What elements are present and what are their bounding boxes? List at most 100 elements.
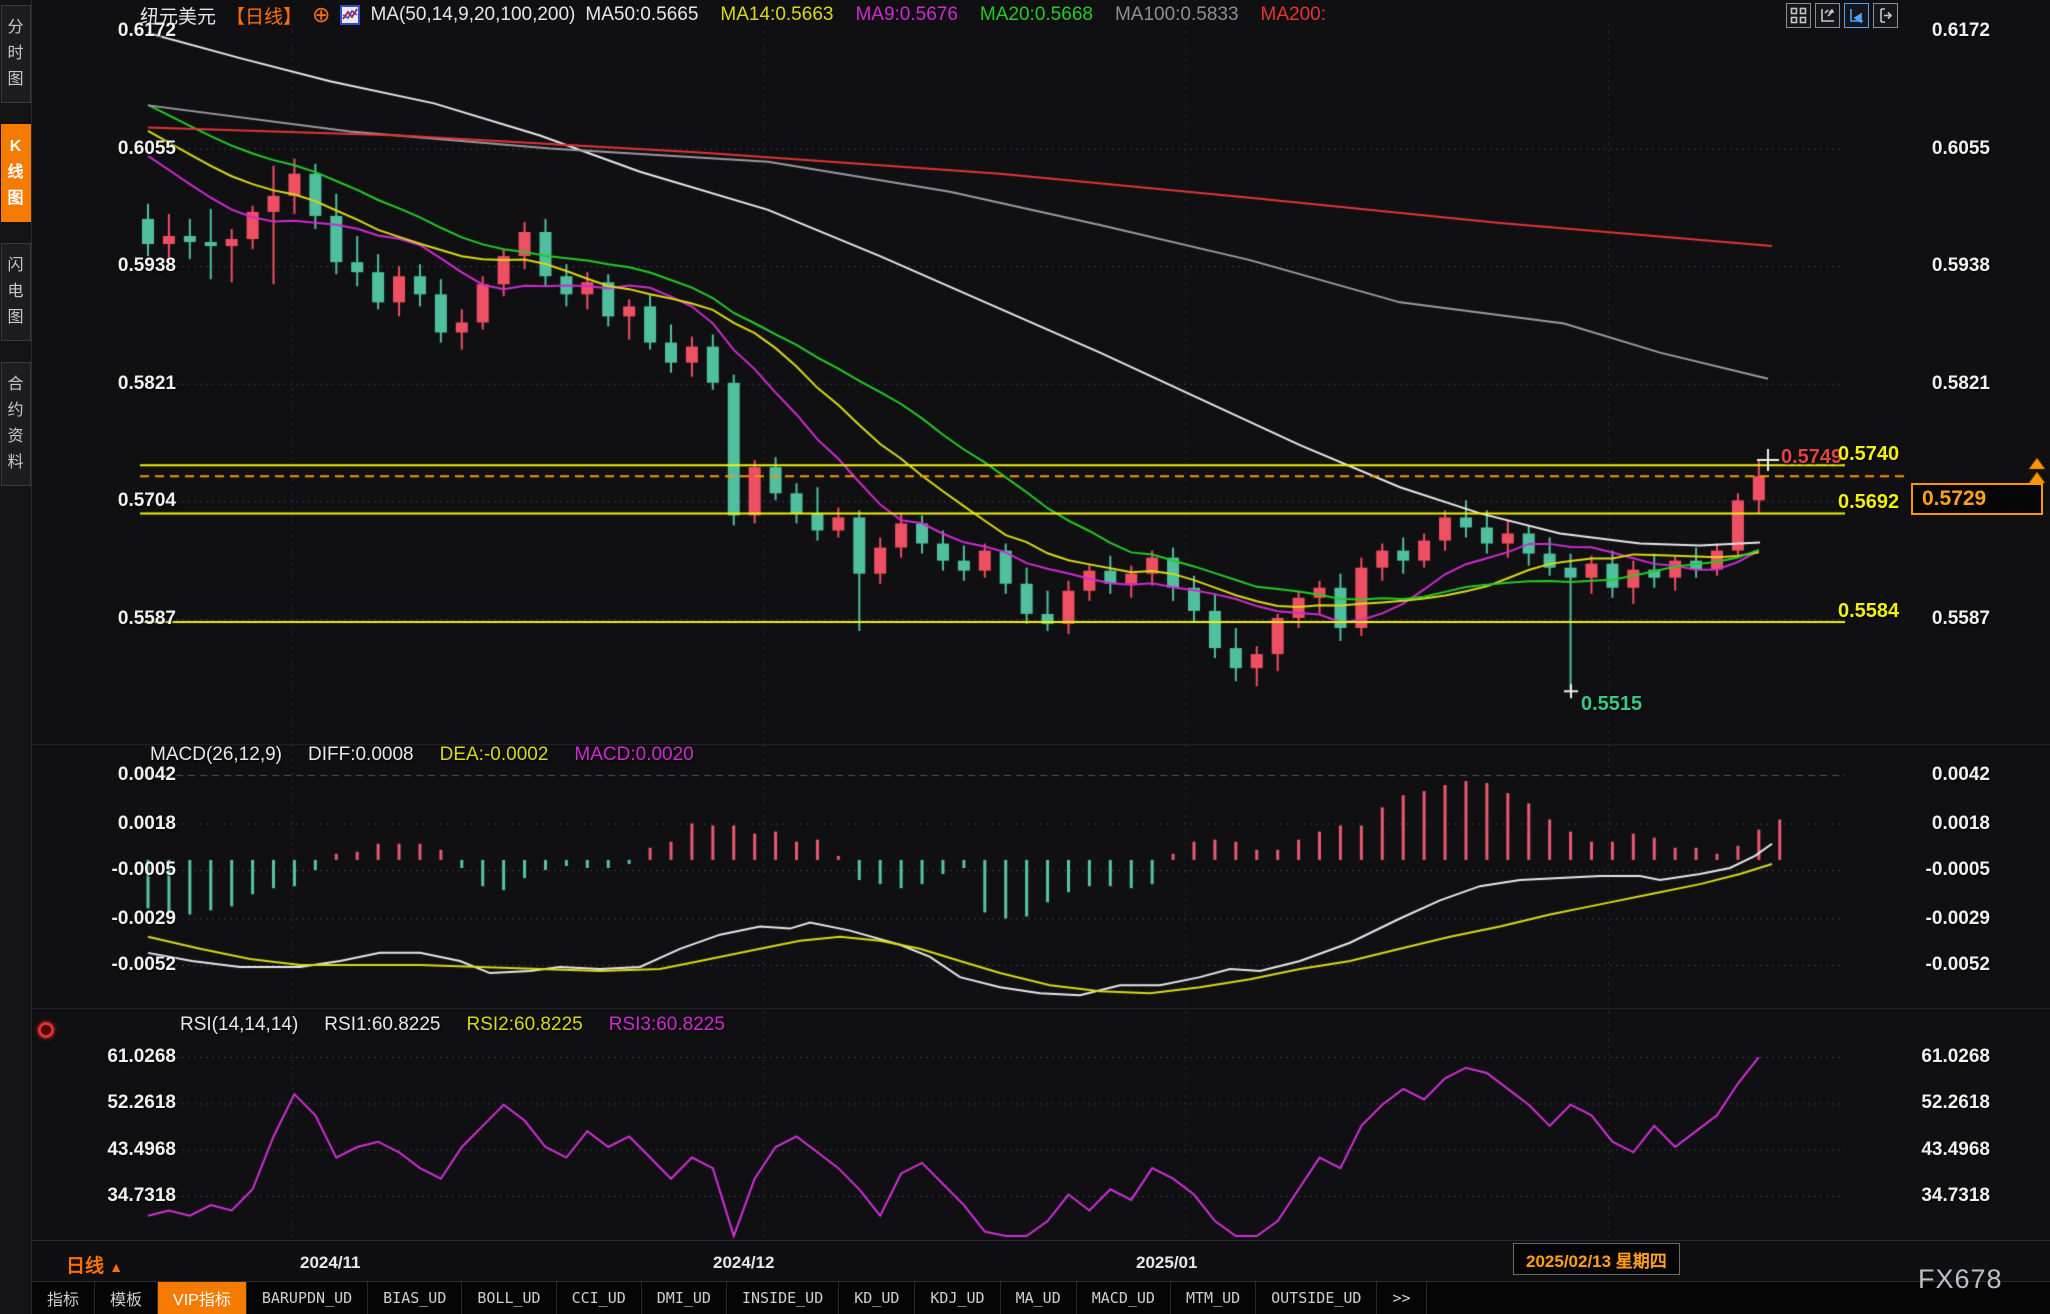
rsi-series-label: RSI1:60.8225 (324, 1014, 441, 1035)
date-label: 2025/01 (1136, 1253, 1198, 1272)
date-label: 2024/12 (713, 1253, 775, 1272)
ma-value-label: MA200: (1260, 4, 1327, 25)
price-axis-label-right: 0.6055 (1931, 137, 1990, 159)
period-dropdown-button[interactable]: 日线 ▲ (66, 1251, 123, 1278)
record-dot-icon (38, 1022, 54, 1038)
auto-scale-icon[interactable] (1844, 3, 1869, 28)
price-line-label: 0.5584 (1838, 599, 1900, 622)
macd-title: MACD(26,12,9) (150, 744, 282, 765)
macd-axis-label-left: 0.0018 (117, 812, 176, 834)
price-axis-label-right: 0.6172 (1931, 20, 1990, 41)
macd-series-label: DEA:-0.0002 (439, 744, 549, 765)
price-axis-label-left: 0.6172 (117, 20, 176, 41)
macd-series-label: MACD:0.0020 (574, 744, 694, 765)
toolbar-item-KDJ_UD[interactable]: KDJ_UD (915, 1282, 1001, 1314)
price-line-label: 0.5740 (1838, 443, 1900, 466)
macd-axis-label-left: -0.0029 (111, 907, 176, 929)
ma-value-label: MA14:0.5663 (720, 4, 834, 25)
ma-group-label: MA(50,14,9,20,100,200) (370, 4, 576, 25)
toolbar-item-BIAS_UD[interactable]: BIAS_UD (368, 1282, 463, 1314)
rsi-axis-label-right: 43.4968 (1921, 1138, 1990, 1160)
ma-value-label: MA20:0.5668 (979, 4, 1093, 25)
high-price-label: 0.5749 (1781, 446, 1843, 469)
rsi-axis-label-right: 52.2618 (1921, 1092, 1990, 1114)
ma-values: MA50:0.5665 MA14:0.5663 MA9:0.5676 MA20:0.5… (585, 4, 1326, 26)
rsi-series-values: RSI1:60.8225 RSI2:60.8225 RSI3:60.8225 (324, 1014, 725, 1036)
price-axis-label-left: 0.5587 (117, 607, 176, 629)
rsi-axis-label-left: 43.4968 (107, 1138, 176, 1160)
chart-layout-buttons (1786, 3, 1898, 28)
watermark: FX678 (1918, 1264, 2003, 1294)
rsi-axis-label-left: 52.2618 (107, 1092, 176, 1114)
grid-layout-icon[interactable] (1786, 3, 1811, 28)
toolbar-item-MA_UD[interactable]: MA_UD (1001, 1282, 1077, 1314)
macd-axis-label-right: -0.0005 (1925, 858, 1990, 880)
toolbar-item-CCI_UD[interactable]: CCI_UD (557, 1282, 642, 1314)
price-axis-label-right: 0.5938 (1931, 255, 1990, 277)
macd-series-values: DIFF:0.0008 DEA:-0.0002 MACD:0.0020 (308, 744, 694, 766)
add-compare-icon[interactable]: ⊕ (312, 2, 331, 27)
current-date-box: 2025/02/13 星期四 (1513, 1243, 1680, 1275)
price-line-label: 0.5692 (1838, 491, 1900, 514)
sidebar-item-分时图[interactable]: 分 时 图 (0, 5, 31, 103)
ma-value-label: MA9:0.5676 (855, 4, 958, 25)
toolbar-item-INSIDE_UD[interactable]: INSIDE_UD (727, 1282, 840, 1314)
period-tag[interactable]: 【日线】 (226, 6, 303, 28)
rsi-title: RSI(14,14,14) (180, 1014, 299, 1035)
toolbar-item-KD_UD[interactable]: KD_UD (839, 1282, 916, 1314)
macd-axis-label-right: -0.0052 (1925, 953, 1990, 975)
chart-header: 纽元美元 【日线】 ⊕ MA(50,14,9,20,100,200) MA50:… (140, 2, 1326, 28)
macd-axis-label-right: -0.0029 (1925, 907, 1990, 929)
toolbar-item-DMI_UD[interactable]: DMI_UD (642, 1282, 727, 1314)
rsi-series-label: RSI2:60.8225 (466, 1014, 583, 1035)
rsi-panel-title: RSI(14,14,14) RSI1:60.8225 RSI2:60.8225 RS… (180, 1014, 725, 1036)
indicator-toolbar: 指标 模板 VIP指标 BARUPDN_UD BIAS_UD BOLL_UD CCI_UD D… (32, 1282, 2050, 1314)
toolbar-item-BARUPDN_UD[interactable]: BARUPDN_UD (247, 1282, 369, 1314)
pan-right-icon[interactable] (1873, 3, 1898, 28)
toolbar-item-BOLL_UD[interactable]: BOLL_UD (462, 1282, 557, 1314)
macd-axis-label-left: -0.0005 (111, 858, 176, 880)
toolbar-item-模板[interactable]: 模板 (95, 1282, 159, 1314)
toolbar-item-OUTSIDE_UD[interactable]: OUTSIDE_UD (1256, 1282, 1378, 1314)
macd-axis-label-right: 0.0042 (1931, 764, 1990, 785)
rsi-axis-label-right: 34.7318 (1921, 1184, 1990, 1206)
period-label: 日线 (66, 1256, 105, 1277)
date-label: 2024/11 (300, 1253, 361, 1272)
dropdown-arrow-icon: ▲ (109, 1259, 124, 1275)
ma-value-label: MA100:0.5833 (1114, 4, 1239, 25)
rsi-series-label: RSI3:60.8225 (608, 1014, 725, 1035)
price-axis-label-right: 0.5587 (1931, 607, 1990, 629)
price-axis-label-left: 0.5821 (117, 372, 176, 394)
toolbar-item-MTM_UD[interactable]: MTM_UD (1171, 1282, 1257, 1314)
axis-scale-icon[interactable] (1815, 3, 1840, 28)
current-price-value: 0.5729 (1922, 487, 1987, 511)
sidebar-item-闪电图[interactable]: 闪 电 图 (0, 243, 31, 341)
sidebar-item-合约资料[interactable]: 合 约 资 料 (0, 362, 31, 486)
toolbar-item-指标[interactable]: 指标 (32, 1282, 96, 1314)
rsi-axis-label-right: 61.0268 (1921, 1046, 1990, 1067)
rsi-axis-label-left: 61.0268 (107, 1046, 176, 1067)
current-price-box: 0.5729 (1911, 483, 2043, 516)
price-axis-label-left: 0.6055 (117, 137, 176, 159)
macd-axis-label-right: 0.0018 (1931, 812, 1990, 834)
symbol-title: 纽元美元 (140, 6, 217, 28)
macd-axis-label-left: 0.0042 (117, 764, 176, 785)
toolbar-item-VIP指标[interactable]: VIP指标 (158, 1282, 247, 1314)
low-price-label: 0.5515 (1581, 693, 1643, 716)
macd-panel-title: MACD(26,12,9) DIFF:0.0008 DEA:-0.0002 MACD… (150, 744, 694, 766)
price-axis-label-left: 0.5704 (117, 490, 176, 512)
macd-axis-label-left: -0.0052 (111, 953, 176, 975)
ma-value-label: MA50:0.5665 (585, 4, 699, 25)
macd-series-label: DIFF:0.0008 (308, 744, 414, 765)
time-axis-row: 日线 ▲ 2024/11 2024/12 2025/01 2025/02/13 星期… (32, 1240, 2050, 1282)
price-axis-label-right: 0.5821 (1931, 372, 1990, 394)
left-sidebar: 分 时 图 K 线 图闪 电 图合 约 资 料 (0, 0, 32, 1314)
toolbar-item->>[interactable]: >> (1377, 1282, 1427, 1314)
current-date-label: 2025/02/13 星期四 (1526, 1251, 1667, 1271)
sidebar-item-K线图[interactable]: K 线 图 (0, 124, 31, 222)
rsi-axis-label-left: 34.7318 (107, 1184, 176, 1206)
chart-type-icon[interactable] (340, 5, 361, 25)
toolbar-item-MACD_UD[interactable]: MACD_UD (1077, 1282, 1171, 1314)
